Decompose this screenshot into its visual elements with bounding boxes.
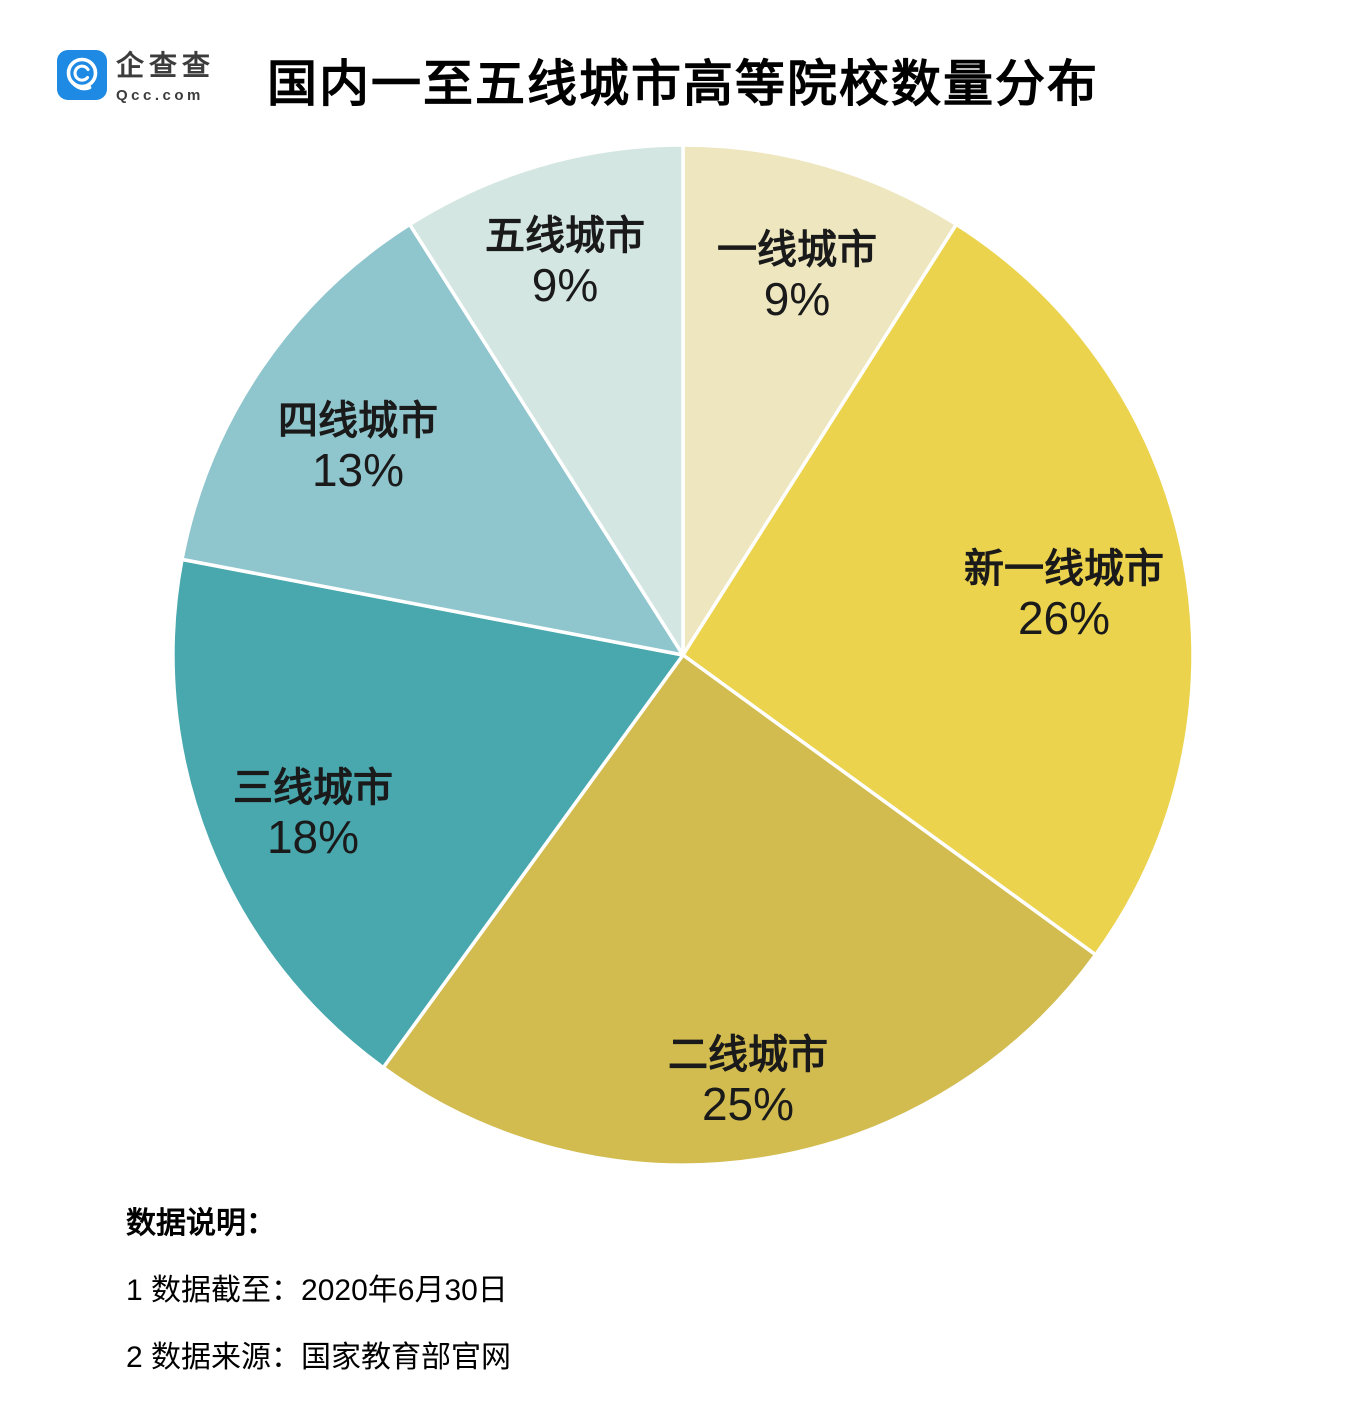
logo-domain: Qcc.com: [116, 87, 204, 105]
page-title: 国内一至五线城市高等院校数量分布: [267, 56, 1099, 112]
note-line: 2 数据来源：国家教育部官网: [126, 1341, 512, 1374]
pie-slice-label: 四线城市: [278, 399, 438, 443]
logo-name: 企查查: [116, 50, 216, 81]
pie-slice-2: [681, 222, 1195, 957]
pie-slice-label: 五线城市: [485, 214, 645, 258]
pie-slice-label: 三线城市: [233, 766, 393, 810]
note-line: 1 数据截至：2020年6月30日: [126, 1274, 508, 1307]
pie-slice-6: [407, 143, 685, 657]
notes: 数据说明： 1 数据截至：2020年6月30日 2 数据来源：国家教育部官网: [126, 1198, 511, 1376]
pie-slice-label: 一线城市: [717, 228, 877, 272]
pie-slice-3: [381, 653, 1098, 1167]
pie-slice-label: 新一线城市: [964, 547, 1164, 591]
notes-heading: 数据说明：: [126, 1207, 276, 1240]
pie-slice-5: [180, 222, 685, 657]
pie-slice-label: 二线城市: [668, 1033, 828, 1077]
pie-slice-value: 26%: [1018, 592, 1110, 644]
brand: 企查查 Qcc.com: [57, 50, 215, 104]
pie-slice-value: 18%: [267, 811, 359, 863]
pie-slice-4: [171, 557, 685, 1070]
pie-slice-value: 9%: [532, 259, 598, 311]
qcc-logo-icon: [57, 50, 107, 100]
pie-slice-value: 9%: [764, 273, 830, 325]
pie-slice-value: 13%: [312, 444, 404, 496]
pie-slice-value: 25%: [702, 1078, 794, 1130]
pie-slice-1: [681, 143, 959, 657]
